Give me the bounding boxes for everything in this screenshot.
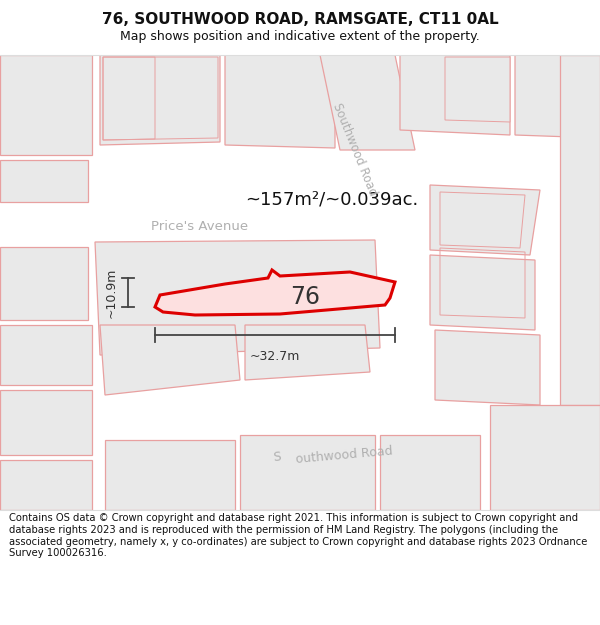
Text: S: S xyxy=(272,450,281,464)
Polygon shape xyxy=(400,55,510,135)
Text: Southwood Road: Southwood Road xyxy=(331,102,380,198)
Polygon shape xyxy=(240,435,375,510)
Polygon shape xyxy=(515,55,600,138)
Polygon shape xyxy=(430,185,540,255)
Text: 76, SOUTHWOOD ROAD, RAMSGATE, CT11 0AL: 76, SOUTHWOOD ROAD, RAMSGATE, CT11 0AL xyxy=(101,12,499,27)
Polygon shape xyxy=(95,240,380,355)
Polygon shape xyxy=(435,330,540,405)
Text: Contains OS data © Crown copyright and database right 2021. This information is : Contains OS data © Crown copyright and d… xyxy=(9,514,587,558)
Polygon shape xyxy=(100,55,220,145)
Polygon shape xyxy=(0,160,88,202)
Polygon shape xyxy=(103,57,218,140)
Polygon shape xyxy=(380,435,480,510)
Polygon shape xyxy=(560,55,600,405)
Polygon shape xyxy=(155,270,395,315)
Polygon shape xyxy=(430,255,535,330)
Polygon shape xyxy=(0,247,88,320)
Polygon shape xyxy=(490,405,600,510)
Text: Price's Avenue: Price's Avenue xyxy=(151,221,248,234)
Polygon shape xyxy=(105,440,235,510)
Text: Map shows position and indicative extent of the property.: Map shows position and indicative extent… xyxy=(120,30,480,43)
Text: 76: 76 xyxy=(290,285,320,309)
Polygon shape xyxy=(0,460,92,510)
Polygon shape xyxy=(225,55,335,148)
Polygon shape xyxy=(105,380,490,510)
Polygon shape xyxy=(320,55,415,150)
Polygon shape xyxy=(440,192,525,248)
Polygon shape xyxy=(0,325,92,385)
Text: ~10.9m: ~10.9m xyxy=(105,268,118,318)
Text: ~32.7m: ~32.7m xyxy=(250,350,300,363)
Polygon shape xyxy=(0,55,92,155)
Polygon shape xyxy=(0,205,380,245)
Polygon shape xyxy=(245,325,370,380)
Text: outhwood Road: outhwood Road xyxy=(295,444,393,466)
Polygon shape xyxy=(0,242,100,320)
Polygon shape xyxy=(0,390,92,455)
Polygon shape xyxy=(322,55,560,410)
Polygon shape xyxy=(445,57,510,122)
Polygon shape xyxy=(100,325,240,395)
Text: ~157m²/~0.039ac.: ~157m²/~0.039ac. xyxy=(245,191,418,209)
